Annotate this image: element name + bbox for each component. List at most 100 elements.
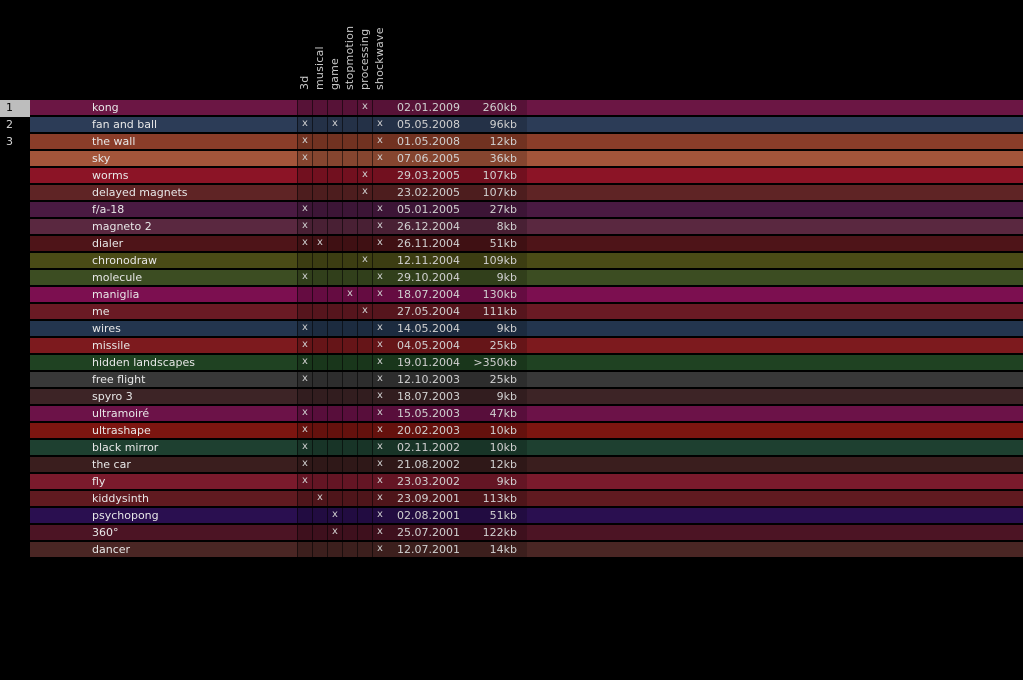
- flag-musical: [312, 287, 327, 302]
- project-row[interactable]: dialer x x x 26.11.2004 51kb: [30, 236, 1023, 253]
- project-row[interactable]: molecule x x 29.10.2004 9kb: [30, 270, 1023, 287]
- project-title-link[interactable]: dialer: [92, 237, 124, 250]
- project-title-link[interactable]: fan and ball: [92, 118, 158, 131]
- flag-processing: [357, 287, 372, 302]
- project-row[interactable]: ultrashape x x 20.02.2003 10kb: [30, 423, 1023, 440]
- project-title-link[interactable]: molecule: [92, 271, 143, 284]
- project-row[interactable]: maniglia x x 18.07.2004 130kb: [30, 287, 1023, 304]
- project-date: 12.11.2004: [397, 254, 460, 267]
- project-title-link[interactable]: wires: [92, 322, 121, 335]
- flag-processing: [357, 423, 372, 438]
- flag-game: [327, 321, 342, 336]
- page-link-3[interactable]: 3: [6, 135, 13, 148]
- project-size: 10kb: [489, 441, 517, 454]
- page-link-2[interactable]: 2: [6, 118, 13, 131]
- project-row[interactable]: sky x x 07.06.2005 36kb: [30, 151, 1023, 168]
- project-row[interactable]: f/a-18 x x 05.01.2005 27kb: [30, 202, 1023, 219]
- project-title-link[interactable]: the car: [92, 458, 131, 471]
- flag-game: [327, 440, 342, 455]
- project-date: 23.09.2001: [397, 492, 460, 505]
- project-row[interactable]: 360° x x 25.07.2001 122kb: [30, 525, 1023, 542]
- flag-processing: [357, 474, 372, 489]
- project-title-link[interactable]: chronodraw: [92, 254, 157, 267]
- project-row[interactable]: spyro 3 x 18.07.2003 9kb: [30, 389, 1023, 406]
- project-title-link[interactable]: kiddysinth: [92, 492, 149, 505]
- project-title-link[interactable]: me: [92, 305, 110, 318]
- page-link-1[interactable]: 1: [0, 100, 30, 117]
- project-title-link[interactable]: hidden landscapes: [92, 356, 195, 369]
- flag-musical: [312, 151, 327, 166]
- category-flags: x: [297, 168, 389, 183]
- project-title-link[interactable]: worms: [92, 169, 129, 182]
- project-meta: 23.03.2002 9kb: [389, 474, 527, 489]
- flag-musical: [312, 457, 327, 472]
- project-title-link[interactable]: delayed magnets: [92, 186, 188, 199]
- project-row[interactable]: ultramoiré x x 15.05.2003 47kb: [30, 406, 1023, 423]
- project-title-link[interactable]: kong: [92, 101, 119, 114]
- flag-game: [327, 134, 342, 149]
- project-row[interactable]: fly x x 23.03.2002 9kb: [30, 474, 1023, 491]
- project-title-link[interactable]: dancer: [92, 543, 131, 556]
- project-title-link[interactable]: spyro 3: [92, 390, 133, 403]
- project-row[interactable]: chronodraw x 12.11.2004 109kb: [30, 253, 1023, 270]
- flag-shockwave: x: [372, 151, 387, 166]
- flag-stopmotion: [342, 219, 357, 234]
- flag-stopmotion: [342, 525, 357, 540]
- project-row[interactable]: hidden landscapes x x 19.01.2004 >350kb: [30, 355, 1023, 372]
- project-row[interactable]: worms x 29.03.2005 107kb: [30, 168, 1023, 185]
- project-title-link[interactable]: ultramoiré: [92, 407, 150, 420]
- project-title-link[interactable]: black mirror: [92, 441, 159, 454]
- project-title-link[interactable]: fly: [92, 475, 106, 488]
- project-size: 107kb: [482, 186, 517, 199]
- project-title-link[interactable]: magneto 2: [92, 220, 152, 233]
- project-row[interactable]: magneto 2 x x 26.12.2004 8kb: [30, 219, 1023, 236]
- project-row[interactable]: black mirror x x 02.11.2002 10kb: [30, 440, 1023, 457]
- flag-shockwave: x: [372, 474, 387, 489]
- project-row[interactable]: free flight x x 12.10.2003 25kb: [30, 372, 1023, 389]
- flag-shockwave: x: [372, 491, 387, 506]
- flag-stopmotion: [342, 321, 357, 336]
- flag-musical: [312, 134, 327, 149]
- project-title-link[interactable]: psychopong: [92, 509, 159, 522]
- flag-processing: [357, 491, 372, 506]
- project-list: kong x 02.01.2009 260kb fan and ball x x x 05.05…: [30, 100, 1023, 559]
- project-row[interactable]: missile x x 04.05.2004 25kb: [30, 338, 1023, 355]
- project-row[interactable]: the car x x 21.08.2002 12kb: [30, 457, 1023, 474]
- flag-game: x: [327, 508, 342, 523]
- flag-game: [327, 168, 342, 183]
- project-row[interactable]: kiddysinth x x 23.09.2001 113kb: [30, 491, 1023, 508]
- flag-3d: x: [297, 355, 312, 370]
- project-title-link[interactable]: f/a-18: [92, 203, 125, 216]
- flag-musical: [312, 168, 327, 183]
- flag-musical: [312, 406, 327, 421]
- project-row[interactable]: delayed magnets x 23.02.2005 107kb: [30, 185, 1023, 202]
- project-row[interactable]: me x 27.05.2004 111kb: [30, 304, 1023, 321]
- column-header-3d: 3d: [297, 15, 312, 90]
- flag-musical: [312, 389, 327, 404]
- flag-game: [327, 423, 342, 438]
- project-title-link[interactable]: missile: [92, 339, 131, 352]
- column-header-shockwave: shockwave: [372, 15, 387, 90]
- project-row[interactable]: kong x 02.01.2009 260kb: [30, 100, 1023, 117]
- flag-game: [327, 389, 342, 404]
- project-title-link[interactable]: the wall: [92, 135, 136, 148]
- project-row[interactable]: fan and ball x x x 05.05.2008 96kb: [30, 117, 1023, 134]
- project-row[interactable]: wires x x 14.05.2004 9kb: [30, 321, 1023, 338]
- flag-musical: [312, 202, 327, 217]
- project-title-link[interactable]: maniglia: [92, 288, 140, 301]
- project-title-link[interactable]: ultrashape: [92, 424, 151, 437]
- project-title-link[interactable]: sky: [92, 152, 111, 165]
- project-row[interactable]: psychopong x x 02.08.2001 51kb: [30, 508, 1023, 525]
- project-meta: 14.05.2004 9kb: [389, 321, 527, 336]
- project-row[interactable]: the wall x x 01.05.2008 12kb: [30, 134, 1023, 151]
- project-row[interactable]: dancer x 12.07.2001 14kb: [30, 542, 1023, 559]
- flag-game: [327, 287, 342, 302]
- project-title-link[interactable]: free flight: [92, 373, 146, 386]
- project-title-link[interactable]: 360°: [92, 526, 119, 539]
